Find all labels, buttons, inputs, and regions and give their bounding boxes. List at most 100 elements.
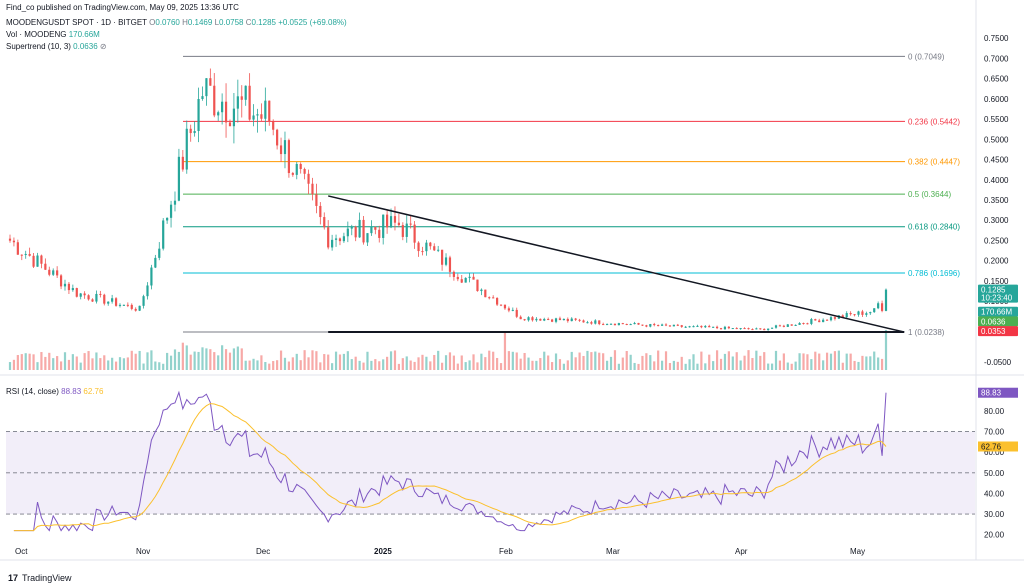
rsi-badge (978, 387, 1018, 398)
legend-supertrend-label: Supertrend (10, 3) (6, 42, 71, 51)
candle-body (12, 240, 16, 243)
volume-bar (806, 354, 809, 370)
candle-body (668, 325, 672, 327)
volume-bar (727, 351, 730, 370)
candle-body (130, 304, 133, 309)
candle-body (79, 293, 82, 297)
volume-bar (40, 352, 43, 370)
volume-bar (36, 362, 39, 370)
volume-bar (12, 359, 16, 370)
volume-bar (660, 360, 664, 370)
price-badge-countdown: 10:23:40 (981, 294, 1013, 303)
candle-body (59, 275, 63, 287)
volume-bar (550, 362, 554, 370)
candle-body (507, 308, 510, 311)
volume-bar (87, 351, 90, 370)
eye-off-icon[interactable]: ⊘ (99, 42, 107, 51)
volume-bar (91, 358, 94, 370)
candle-body (704, 325, 707, 328)
legend-high: 0.1469 (187, 18, 213, 27)
price-tick-label: 0.6500 (984, 75, 1009, 84)
volume-bar (554, 353, 558, 370)
volume-bar (397, 363, 400, 370)
volume-bar (763, 352, 766, 370)
volume-bar (272, 361, 275, 370)
candle-body (201, 96, 204, 99)
volume-bar (719, 358, 723, 370)
volume-bar (617, 363, 620, 370)
price-badge (978, 326, 1018, 337)
candle-body (56, 270, 59, 276)
candle-body (370, 226, 373, 234)
volume-bar (24, 353, 27, 370)
candle-body (134, 308, 137, 311)
candle-body (378, 229, 381, 238)
candle-body (409, 223, 412, 225)
candle-body (358, 219, 361, 238)
volume-bar (814, 351, 817, 370)
rsi-tick-label: 30.00 (984, 510, 1005, 519)
volume-bar (354, 356, 357, 370)
volume-bar (209, 349, 212, 370)
volume-bar (825, 352, 829, 370)
candle-body (417, 242, 420, 252)
time-tick-label: May (850, 547, 865, 556)
volume-bar (833, 351, 837, 370)
legend-close: 0.1285 (251, 18, 276, 27)
candle-body (708, 325, 711, 328)
candle-body (825, 319, 829, 321)
candle-body (543, 318, 546, 321)
candle-body (818, 320, 821, 323)
candle-body (680, 325, 683, 327)
tradingview-brand[interactable]: 17 TradingView (8, 573, 72, 583)
volume-bar (464, 362, 467, 370)
candle-body (539, 318, 542, 321)
candle-body (177, 156, 181, 201)
candle-body (696, 325, 699, 327)
volume-bar (193, 351, 196, 370)
volume-bar (20, 354, 23, 370)
candle-body (103, 294, 106, 304)
candle-body (877, 303, 880, 309)
legend-row-supertrend: Supertrend (10, 3) 0.0636 ⊘ (6, 42, 107, 51)
volume-bar (629, 354, 632, 370)
candle-body (441, 249, 444, 265)
volume-bar (759, 355, 762, 370)
volume-bar (421, 354, 424, 370)
candle-body (554, 318, 558, 322)
volume-bar (130, 350, 133, 370)
volume-bar (287, 361, 291, 370)
volume-bar (56, 356, 59, 370)
price-tick-label: 0.2000 (984, 257, 1009, 266)
legend-row-volume: Vol · MOODENG 170.66M (6, 30, 100, 39)
candle-body (63, 283, 67, 287)
volume-bar (841, 362, 844, 370)
volume-bar (476, 362, 479, 370)
volume-bar (460, 355, 463, 370)
volume-bar (531, 360, 534, 370)
volume-bar (114, 361, 118, 370)
candle-body (692, 326, 695, 328)
volume-bar (794, 361, 797, 370)
candle-body (727, 326, 730, 329)
volume-bar (279, 350, 283, 370)
volume-bar (236, 346, 239, 370)
volume-bar (484, 357, 487, 370)
price-badge-value: 0.0353 (981, 327, 1006, 336)
candle-body (790, 324, 793, 326)
candle-body (181, 156, 184, 170)
candle-body (822, 319, 825, 323)
candle-body (476, 279, 479, 292)
candle-body (213, 85, 216, 116)
volume-bar (370, 360, 373, 370)
candle-body (107, 301, 110, 304)
candle-body (154, 257, 157, 268)
candle-body (122, 304, 126, 306)
volume-bar (405, 356, 408, 370)
fib-level-label: 1 (0.0238) (908, 328, 945, 337)
volume-bar (668, 363, 672, 370)
volume-bar (480, 353, 483, 370)
candle-body (664, 324, 668, 326)
candle-body (700, 325, 703, 328)
legend-row-rsi: RSI (14, close) 88.83 62.76 (6, 387, 103, 396)
